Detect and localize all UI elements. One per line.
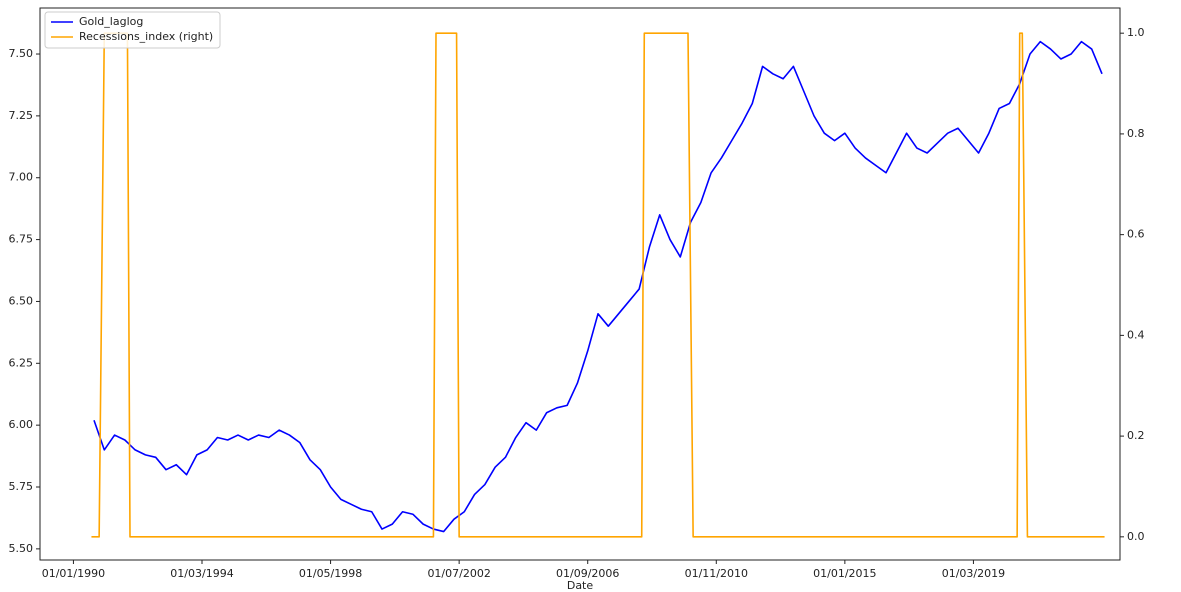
y2-tick-label: 1.0 — [1127, 26, 1145, 39]
y2-tick-label: 0.8 — [1127, 127, 1145, 140]
x-tick-label: 01/03/2019 — [942, 567, 1005, 580]
legend-label: Gold_laglog — [79, 15, 143, 28]
y-tick-label: 6.50 — [9, 294, 34, 307]
x-tick-label: 01/01/2015 — [813, 567, 876, 580]
y2-tick-label: 0.4 — [1127, 328, 1145, 341]
y-tick-label: 7.25 — [9, 109, 34, 122]
y2-tick-label: 0.2 — [1127, 429, 1145, 442]
plot-frame — [39, 7, 1121, 561]
y-tick-label: 6.00 — [9, 418, 34, 431]
y-tick-label: 7.00 — [9, 171, 34, 184]
legend-label: Recessions_index (right) — [79, 30, 213, 43]
x-tick-label: 01/03/1994 — [170, 567, 233, 580]
x-tick-label: 01/11/2010 — [685, 567, 748, 580]
series-line — [91, 32, 1105, 538]
y-tick-label: 6.75 — [9, 233, 34, 246]
y-tick-label: 6.25 — [9, 356, 34, 369]
x-tick-label: 01/05/1998 — [299, 567, 362, 580]
y-tick-label: 7.50 — [9, 47, 34, 60]
y2-tick-label: 0.6 — [1127, 228, 1145, 241]
x-tick-label: 01/09/2006 — [556, 567, 619, 580]
y-tick-label: 5.75 — [9, 480, 34, 493]
y2-tick-label: 0.0 — [1127, 530, 1145, 543]
series-line — [93, 40, 1103, 533]
x-tick-label: 01/01/1990 — [42, 567, 105, 580]
legend-box — [44, 11, 221, 49]
x-axis-label: Date — [567, 579, 594, 592]
y-tick-label: 5.50 — [9, 542, 34, 555]
x-tick-label: 01/07/2002 — [427, 567, 490, 580]
